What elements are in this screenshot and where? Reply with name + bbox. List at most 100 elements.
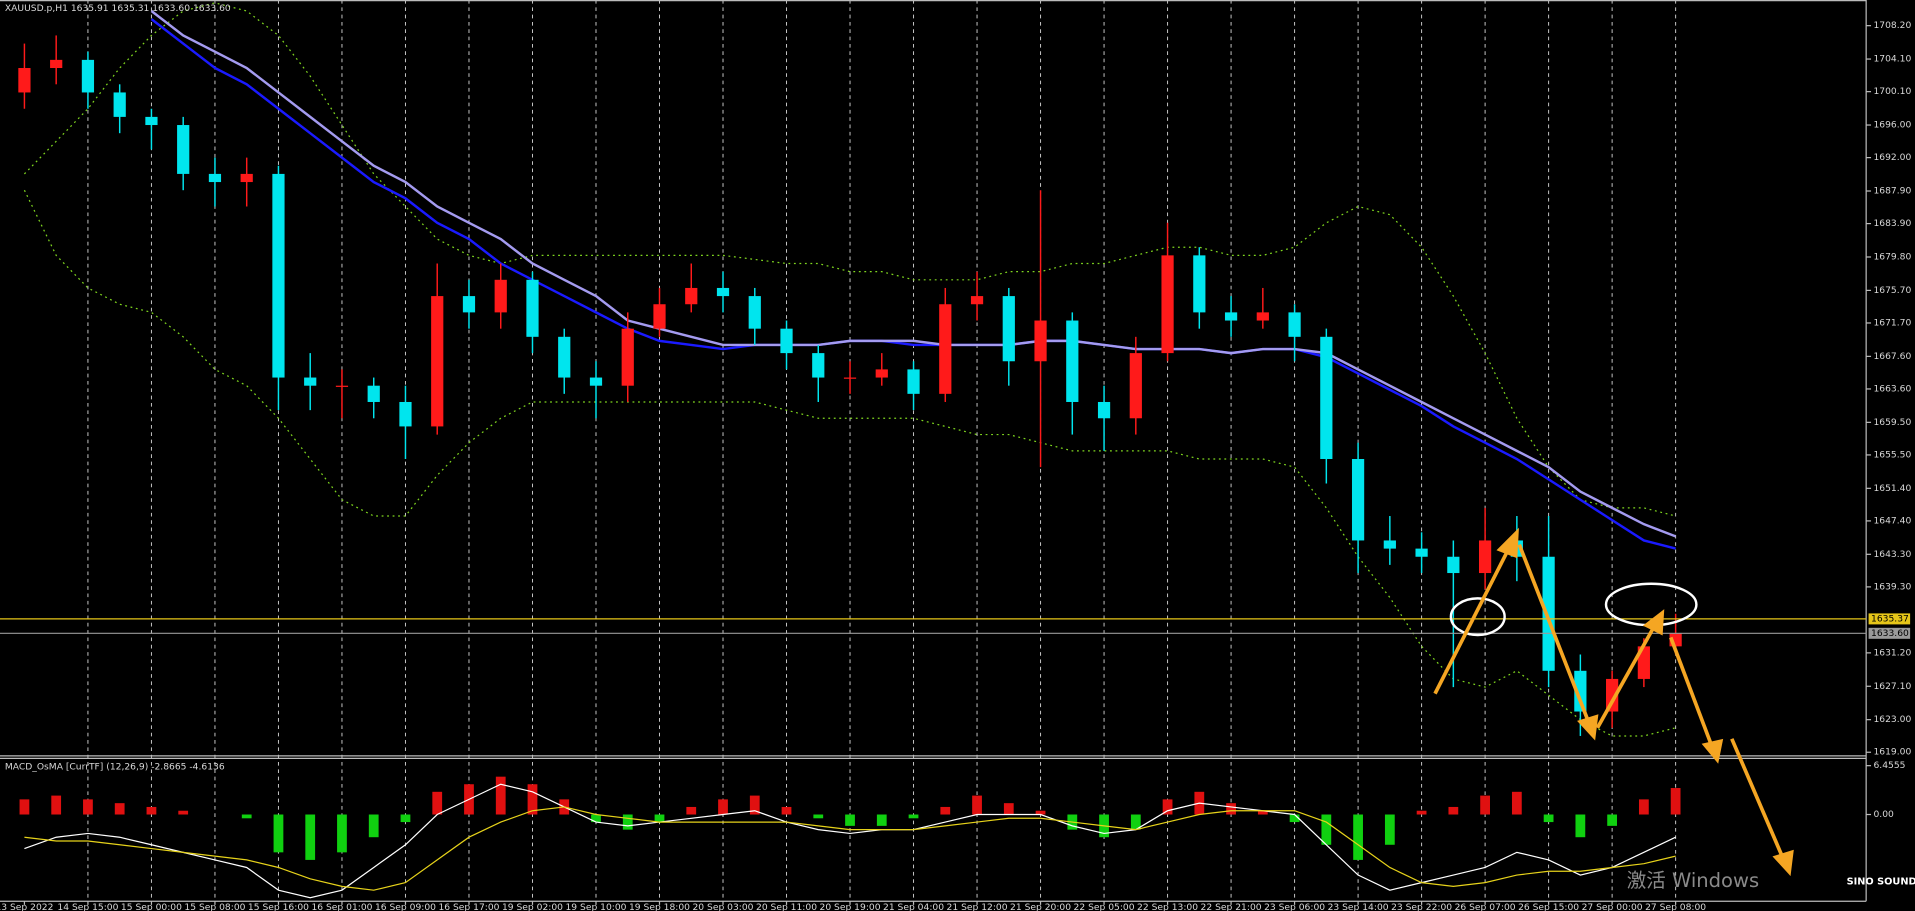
- line-series: [24, 806, 1676, 891]
- candle-body: [208, 173, 222, 183]
- x-tick-label: 19 Sep 10:00: [565, 903, 626, 911]
- x-tick-label: 16 Sep 09:00: [375, 903, 436, 911]
- candle-body: [1447, 556, 1460, 574]
- histogram-bar: [940, 806, 951, 815]
- logo: SINO SOUND: [1847, 877, 1915, 888]
- y-tick-label: 1651.40: [1873, 484, 1911, 494]
- histogram-bar: [1384, 814, 1395, 845]
- histogram-bar: [1321, 814, 1332, 845]
- candle-body: [1478, 540, 1492, 574]
- candle-body: [653, 304, 666, 329]
- y-tick-label: 1627.10: [1873, 682, 1911, 692]
- candle-body: [1066, 320, 1079, 402]
- candle-body: [1320, 336, 1333, 460]
- histogram-bar: [654, 814, 665, 823]
- watermark: 激活 Windows: [1627, 869, 1759, 892]
- line-series: [150, 18, 1676, 550]
- candle-body: [431, 296, 444, 427]
- y-tick-label: 1679.80: [1873, 252, 1911, 262]
- candle-body: [240, 173, 253, 183]
- histogram-bar: [241, 814, 252, 819]
- histogram-bar: [305, 814, 316, 860]
- candle-body: [494, 279, 507, 313]
- histogram-bar: [876, 814, 887, 826]
- histogram-bar: [273, 814, 284, 853]
- histogram-bar: [1130, 814, 1141, 830]
- candle-body: [18, 68, 31, 93]
- histogram-bar: [1607, 814, 1618, 826]
- x-tick-label: 20 Sep 11:00: [756, 903, 817, 911]
- candle-body: [399, 401, 412, 427]
- candle-body: [1542, 556, 1555, 671]
- histogram-bar: [749, 795, 760, 815]
- chart-title: XAUUSD.p,H1 1635.91 1635.31 1633.60 1633…: [5, 4, 231, 14]
- histogram-bar: [781, 806, 792, 815]
- price-level-box: [1868, 613, 1911, 625]
- candle-body: [685, 287, 698, 305]
- y-tick-label: 1631.20: [1873, 648, 1911, 658]
- x-tick-label: 20 Sep 19:00: [820, 903, 881, 911]
- arrow: [1517, 543, 1591, 724]
- histogram-bar: [146, 806, 157, 815]
- y-tick-label: 1623.00: [1873, 715, 1911, 725]
- histogram-bar: [1480, 795, 1490, 815]
- x-tick-label: 27 Sep 08:00: [1645, 903, 1706, 911]
- histogram-bar: [1353, 814, 1363, 860]
- candle-body: [875, 369, 888, 378]
- x-tick-label: 26 Sep 15:00: [1518, 903, 1579, 911]
- candle-body: [1637, 646, 1650, 679]
- grid: [87, 0, 1677, 902]
- y-tick-label: 1683.90: [1873, 219, 1911, 229]
- annotations: [1433, 527, 1794, 877]
- x-tick-label: 22 Sep 13:00: [1137, 903, 1198, 911]
- y-tick-label: 1708.20: [1873, 21, 1911, 31]
- candle-body: [1351, 459, 1365, 541]
- y-tick-label: 1700.10: [1873, 87, 1911, 97]
- candle-body: [780, 328, 793, 354]
- candle-body: [1415, 548, 1428, 557]
- candle-body: [1034, 320, 1047, 362]
- candle-body: [1002, 296, 1015, 362]
- line-series: [23, 2, 1676, 517]
- x-tick-label: 14 Sep 15:00: [57, 903, 118, 911]
- candle-body: [907, 369, 920, 394]
- x-tick-label: 27 Sep 00:00: [1582, 903, 1643, 911]
- histogram-bar: [114, 803, 125, 815]
- histogram-bar: [1543, 814, 1554, 823]
- x-tick-label: 21 Sep 20:00: [1010, 903, 1071, 911]
- candle-body: [1256, 312, 1269, 321]
- y-tick-label: 1692.00: [1873, 153, 1911, 163]
- candle-body: [50, 59, 63, 69]
- histogram-bar: [1638, 799, 1649, 815]
- arrow-head: [1701, 738, 1724, 764]
- histogram-bar: [1226, 803, 1236, 815]
- x-tick-label: 15 Sep 00:00: [121, 903, 182, 911]
- y-tick-label: 1639.30: [1873, 582, 1911, 592]
- histogram-bar: [400, 814, 411, 823]
- candle-body: [1193, 255, 1206, 313]
- x-tick-label: 19 Sep 18:00: [629, 903, 690, 911]
- y-tick-label: 1619.00: [1873, 748, 1911, 758]
- y2-tick-label: 6.4555: [1873, 761, 1905, 771]
- y-tick-label: 1704.10: [1873, 55, 1911, 65]
- candle-body: [621, 328, 634, 386]
- candle-body: [843, 377, 857, 379]
- candle-body: [939, 304, 952, 394]
- price-level-box: [1868, 627, 1911, 639]
- histogram-bar: [622, 814, 633, 830]
- y2-tick-label: 0.00: [1873, 810, 1894, 820]
- histogram-bar: [972, 795, 982, 815]
- arrow-head: [1577, 714, 1599, 741]
- line-series: [150, 10, 1677, 538]
- candle-body: [526, 279, 539, 337]
- histogram-bar: [51, 795, 62, 815]
- x-tick-label: 23 Sep 06:00: [1264, 903, 1325, 911]
- histogram-bar: [1575, 814, 1586, 838]
- x-tick-label: 26 Sep 07:00: [1455, 903, 1516, 911]
- histogram-bar: [178, 810, 189, 815]
- x-tick-label: 15 Sep 08:00: [184, 903, 245, 911]
- arrow: [1669, 636, 1714, 749]
- y-tick-label: 1655.50: [1873, 450, 1911, 460]
- indicator-title: MACD_OsMA [CurrTF] (12,26,9) -2.8665 -4.…: [5, 762, 225, 772]
